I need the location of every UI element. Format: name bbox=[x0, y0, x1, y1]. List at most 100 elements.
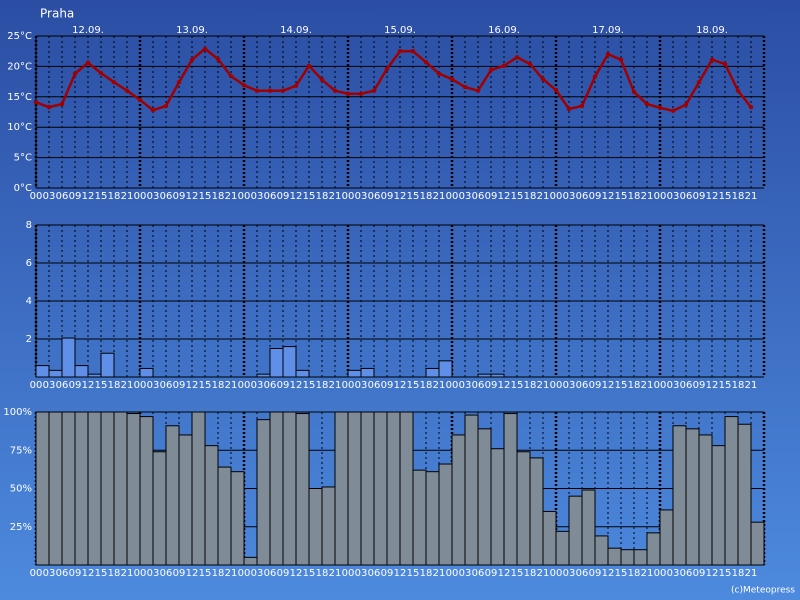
x-tick-label: 03 bbox=[667, 191, 680, 202]
x-tick-label: 03 bbox=[147, 380, 160, 391]
bar bbox=[61, 411, 76, 566]
bar bbox=[386, 411, 401, 566]
x-tick-label: 03 bbox=[459, 380, 472, 391]
bar bbox=[724, 416, 739, 566]
temperature-point bbox=[72, 71, 78, 76]
x-tick-label: 00 bbox=[134, 191, 147, 202]
credit: (c)Meteopress bbox=[731, 586, 795, 596]
x-tick-label: 12 bbox=[498, 380, 511, 391]
x-tick-label: 06 bbox=[368, 191, 381, 202]
x-tick-label: 03 bbox=[147, 191, 160, 202]
x-tick-label: 18 bbox=[628, 380, 641, 391]
x-tick-label: 15 bbox=[95, 380, 108, 391]
bar bbox=[269, 411, 284, 566]
x-tick-label: 00 bbox=[654, 380, 667, 391]
x-tick-label: 00 bbox=[550, 568, 563, 579]
temperature-point bbox=[501, 63, 507, 68]
temperature-point bbox=[618, 57, 624, 62]
x-tick-label: 09 bbox=[69, 191, 82, 202]
x-tick-label: 12 bbox=[394, 191, 407, 202]
temperature-point bbox=[176, 80, 182, 85]
x-tick-label: 00 bbox=[446, 380, 459, 391]
bar bbox=[139, 416, 154, 566]
bar bbox=[191, 411, 206, 566]
temperature-point bbox=[319, 77, 325, 82]
bar bbox=[594, 535, 609, 566]
x-tick-label: 09 bbox=[589, 568, 602, 579]
bar bbox=[256, 373, 271, 378]
temperature-point bbox=[683, 102, 689, 107]
x-tick-label: 21 bbox=[329, 191, 342, 202]
x-tick-label: 03 bbox=[355, 568, 368, 579]
x-tick-label: 18 bbox=[628, 568, 641, 579]
x-tick-label: 00 bbox=[654, 191, 667, 202]
x-tick-label: 06 bbox=[368, 380, 381, 391]
x-tick-label: 15 bbox=[95, 191, 108, 202]
x-tick-label: 12 bbox=[290, 568, 303, 579]
x-tick-label: 12 bbox=[602, 380, 615, 391]
x-tick-label: 15 bbox=[303, 568, 316, 579]
x-tick-label: 15 bbox=[199, 191, 212, 202]
x-tick-label: 00 bbox=[30, 568, 43, 579]
bar bbox=[373, 411, 388, 566]
bar bbox=[698, 434, 713, 566]
x-tick-label: 21 bbox=[745, 380, 758, 391]
bar bbox=[659, 509, 674, 566]
day-label: 13.09. bbox=[176, 25, 208, 36]
bar bbox=[737, 423, 752, 566]
x-tick-label: 15 bbox=[407, 380, 420, 391]
x-tick-label: 18 bbox=[628, 191, 641, 202]
bar bbox=[490, 448, 505, 566]
x-tick-label: 00 bbox=[342, 191, 355, 202]
temperature-point bbox=[514, 55, 520, 60]
x-tick-label: 15 bbox=[407, 568, 420, 579]
temperature-point bbox=[241, 83, 247, 88]
temperature-point bbox=[488, 67, 494, 73]
y-tick-label: 25°C bbox=[7, 31, 32, 42]
temperature-point bbox=[215, 56, 221, 62]
x-tick-label: 00 bbox=[342, 568, 355, 579]
x-tick-label: 18 bbox=[316, 568, 329, 579]
temperature-point bbox=[189, 57, 195, 62]
temperature-point bbox=[631, 89, 637, 95]
bar bbox=[347, 411, 362, 566]
x-tick-label: 12 bbox=[602, 568, 615, 579]
x-tick-label: 03 bbox=[667, 380, 680, 391]
x-tick-label: 15 bbox=[511, 380, 524, 391]
temperature-point bbox=[657, 105, 663, 110]
temperature-point bbox=[592, 74, 598, 79]
bar bbox=[87, 411, 102, 566]
x-tick-label: 03 bbox=[251, 191, 264, 202]
bar bbox=[646, 532, 661, 566]
x-tick-label: 18 bbox=[212, 380, 225, 391]
x-tick-label: 00 bbox=[446, 191, 459, 202]
bar bbox=[308, 488, 323, 566]
x-tick-label: 12 bbox=[82, 191, 95, 202]
bar bbox=[529, 457, 544, 566]
temperature-point bbox=[150, 107, 156, 113]
x-tick-label: 06 bbox=[56, 380, 69, 391]
x-tick-label: 15 bbox=[303, 380, 316, 391]
x-tick-label: 12 bbox=[706, 191, 719, 202]
x-tick-label: 12 bbox=[394, 380, 407, 391]
temperature-point bbox=[111, 80, 117, 85]
temperature-point bbox=[735, 88, 741, 93]
bar bbox=[438, 463, 453, 566]
bar bbox=[74, 411, 89, 566]
temperature-point bbox=[85, 60, 91, 65]
x-tick-label: 09 bbox=[485, 568, 498, 579]
bar bbox=[425, 367, 440, 378]
temperature-point bbox=[748, 104, 754, 110]
x-tick-label: 06 bbox=[576, 191, 589, 202]
x-tick-label: 09 bbox=[173, 191, 186, 202]
x-tick-label: 09 bbox=[381, 568, 394, 579]
bar bbox=[360, 411, 375, 566]
x-tick-label: 12 bbox=[394, 568, 407, 579]
temperature-point bbox=[228, 73, 234, 79]
bar bbox=[451, 434, 466, 566]
x-tick-label: 15 bbox=[719, 568, 732, 579]
bar bbox=[685, 428, 700, 566]
bar bbox=[425, 471, 440, 566]
temperature-point bbox=[371, 88, 377, 93]
x-tick-label: 15 bbox=[407, 191, 420, 202]
